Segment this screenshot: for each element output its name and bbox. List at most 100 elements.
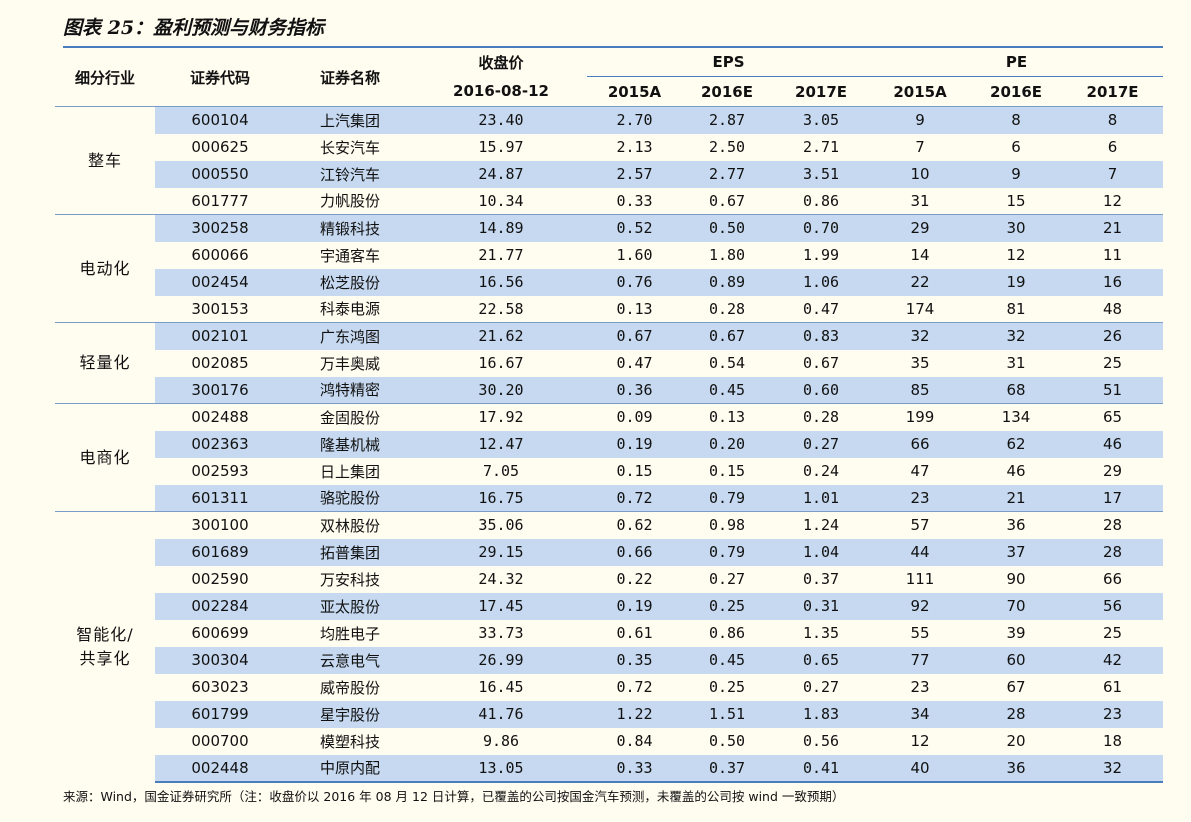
eps-2016e-cell: 0.89 [682, 268, 772, 296]
eps-2016e-cell: 0.45 [682, 646, 772, 674]
name-cell: 松芝股份 [285, 268, 415, 296]
table-row: 300176 鸿特精密 30.20 0.36 0.45 0.60 85 68 51 [55, 376, 1164, 404]
close-cell: 15.97 [478, 138, 524, 156]
header-eps-year: 2017E [795, 82, 848, 101]
table-row: 601777 力帆股份 10.34 0.33 0.67 0.86 31 15 12 [55, 188, 1163, 215]
header-pe: PE [870, 48, 1164, 77]
eps-2015a-cell: 0.15 [616, 462, 653, 480]
pe-2015a-cell: 34 [870, 700, 971, 728]
eps-2016e-cell: 2.50 [708, 138, 746, 156]
table-row: 电动化 300258 精锻科技 14.89 0.52 0.50 0.70 29 30 21 [55, 214, 1164, 323]
name-cell: 威帝股份 [319, 678, 380, 697]
eps-2015a-cell: 0.09 [587, 403, 682, 431]
pe-2017e-cell: 26 [1062, 322, 1164, 350]
code-cell: 600699 [191, 624, 249, 642]
table-row: 电商化 002488 金固股份 17.92 0.09 0.13 0.28 199 134 65 [55, 403, 1164, 512]
pe-2016e-cell: 30 [970, 214, 1063, 242]
pe-2017e-cell: 61 [1102, 678, 1123, 696]
name-cell: 广东鸿图 [285, 322, 415, 350]
pe-2016e-cell: 36 [970, 511, 1063, 539]
eps-2016e-cell: 2.87 [682, 106, 772, 134]
eps-2015a-cell: 1.60 [616, 246, 653, 264]
code-cell: 603023 [191, 678, 249, 696]
eps-2017e-cell: 0.86 [802, 191, 840, 210]
eps-2017e-cell: 0.67 [802, 354, 840, 372]
code-cell: 002085 [191, 354, 249, 372]
eps-2017e-cell: 0.56 [802, 732, 840, 750]
pe-2016e-cell: 8 [970, 106, 1063, 134]
table-row: 002448 中原内配 13.05 0.33 0.37 0.41 40 36 32 [55, 754, 1164, 783]
eps-2016e-cell: 0.37 [682, 754, 772, 783]
figure-title: 图表 25：盈利预测与财务指标 [63, 10, 1163, 48]
pe-2017e-cell: 65 [1062, 403, 1164, 431]
eps-2016e-cell: 1.80 [708, 246, 746, 264]
close-cell: 30.20 [415, 376, 587, 404]
header-eps: EPS [587, 48, 871, 77]
eps-2015a-cell: 0.33 [587, 754, 682, 783]
eps-2015a-cell: 0.33 [616, 191, 653, 210]
eps-2017e-cell: 0.24 [802, 462, 840, 480]
header-name: 证券名称 [319, 68, 380, 87]
pe-2017e-cell: 42 [1062, 646, 1164, 674]
name-cell: 宇通客车 [319, 246, 380, 265]
name-cell: 亚太股份 [285, 592, 415, 620]
eps-2017e-cell: 3.51 [772, 160, 871, 188]
close-cell: 7.05 [482, 462, 520, 480]
eps-2017e-cell: 0.28 [772, 403, 871, 431]
eps-2016e-cell: 0.27 [708, 570, 746, 588]
pe-2016e-cell: 68 [970, 376, 1063, 404]
name-cell: 日上集团 [319, 462, 380, 481]
name-cell: 模塑科技 [319, 732, 380, 751]
pe-2017e-cell: 16 [1062, 268, 1164, 296]
eps-2016e-cell: 1.51 [682, 700, 772, 728]
eps-2017e-cell: 0.70 [772, 214, 871, 242]
pe-2015a-cell: 32 [870, 322, 971, 350]
pe-2015a-cell: 35 [910, 354, 930, 372]
name-cell: 江铃汽车 [285, 160, 415, 188]
pe-2015a-cell: 47 [910, 462, 930, 480]
pe-2017e-cell: 28 [1062, 511, 1164, 539]
eps-2015a-cell: 2.70 [587, 106, 682, 134]
table-row: 002284 亚太股份 17.45 0.19 0.25 0.31 92 70 56 [55, 592, 1164, 620]
pe-2017e-cell: 66 [1102, 570, 1123, 588]
code-cell: 300304 [155, 646, 285, 674]
eps-2015a-cell: 0.36 [587, 376, 682, 404]
eps-2017e-cell: 0.65 [772, 646, 871, 674]
code-cell: 300176 [155, 376, 285, 404]
industry-cell: 电动化 [55, 214, 155, 323]
eps-2015a-cell: 1.22 [587, 700, 682, 728]
pe-2015a-cell: 174 [905, 299, 935, 318]
close-cell: 35.06 [415, 511, 587, 539]
header-pe-year: 2015A [893, 82, 947, 101]
eps-2015a-cell: 2.13 [616, 138, 653, 156]
pe-2017e-cell: 6 [1107, 138, 1118, 156]
close-cell: 13.05 [415, 754, 587, 783]
name-cell: 拓普集团 [285, 538, 415, 566]
eps-2015a-cell: 0.47 [616, 354, 653, 372]
eps-2015a-cell: 0.62 [587, 511, 682, 539]
header-close: 收盘价 [478, 53, 524, 72]
close-cell: 23.40 [415, 106, 587, 134]
eps-2017e-cell: 0.47 [802, 299, 840, 318]
code-cell: 300100 [155, 511, 285, 539]
pe-2015a-cell: 85 [870, 376, 971, 404]
code-cell: 002488 [155, 403, 285, 431]
industry-label: 智能化/共享化 [76, 624, 134, 668]
close-cell: 33.73 [478, 624, 524, 642]
close-cell: 41.76 [415, 700, 587, 728]
eps-2015a-cell: 0.22 [616, 570, 653, 588]
name-cell: 中原内配 [285, 754, 415, 783]
eps-2015a-cell: 0.19 [587, 430, 682, 458]
pe-2016e-cell: 81 [1006, 299, 1026, 318]
code-cell: 601311 [155, 484, 285, 512]
eps-2016e-cell: 0.45 [682, 376, 772, 404]
table-row: 300304 云意电气 26.99 0.35 0.45 0.65 77 60 42 [55, 646, 1164, 674]
eps-2015a-cell: 0.72 [587, 484, 682, 512]
pe-2017e-cell: 51 [1062, 376, 1164, 404]
name-cell: 骆驼股份 [285, 484, 415, 512]
header-pe-year: 2017E [1086, 82, 1139, 101]
table-row: 000550 江铃汽车 24.87 2.57 2.77 3.51 10 9 7 [55, 160, 1164, 188]
name-cell: 上汽集团 [285, 106, 415, 134]
eps-2016e-cell: 0.86 [708, 624, 746, 642]
